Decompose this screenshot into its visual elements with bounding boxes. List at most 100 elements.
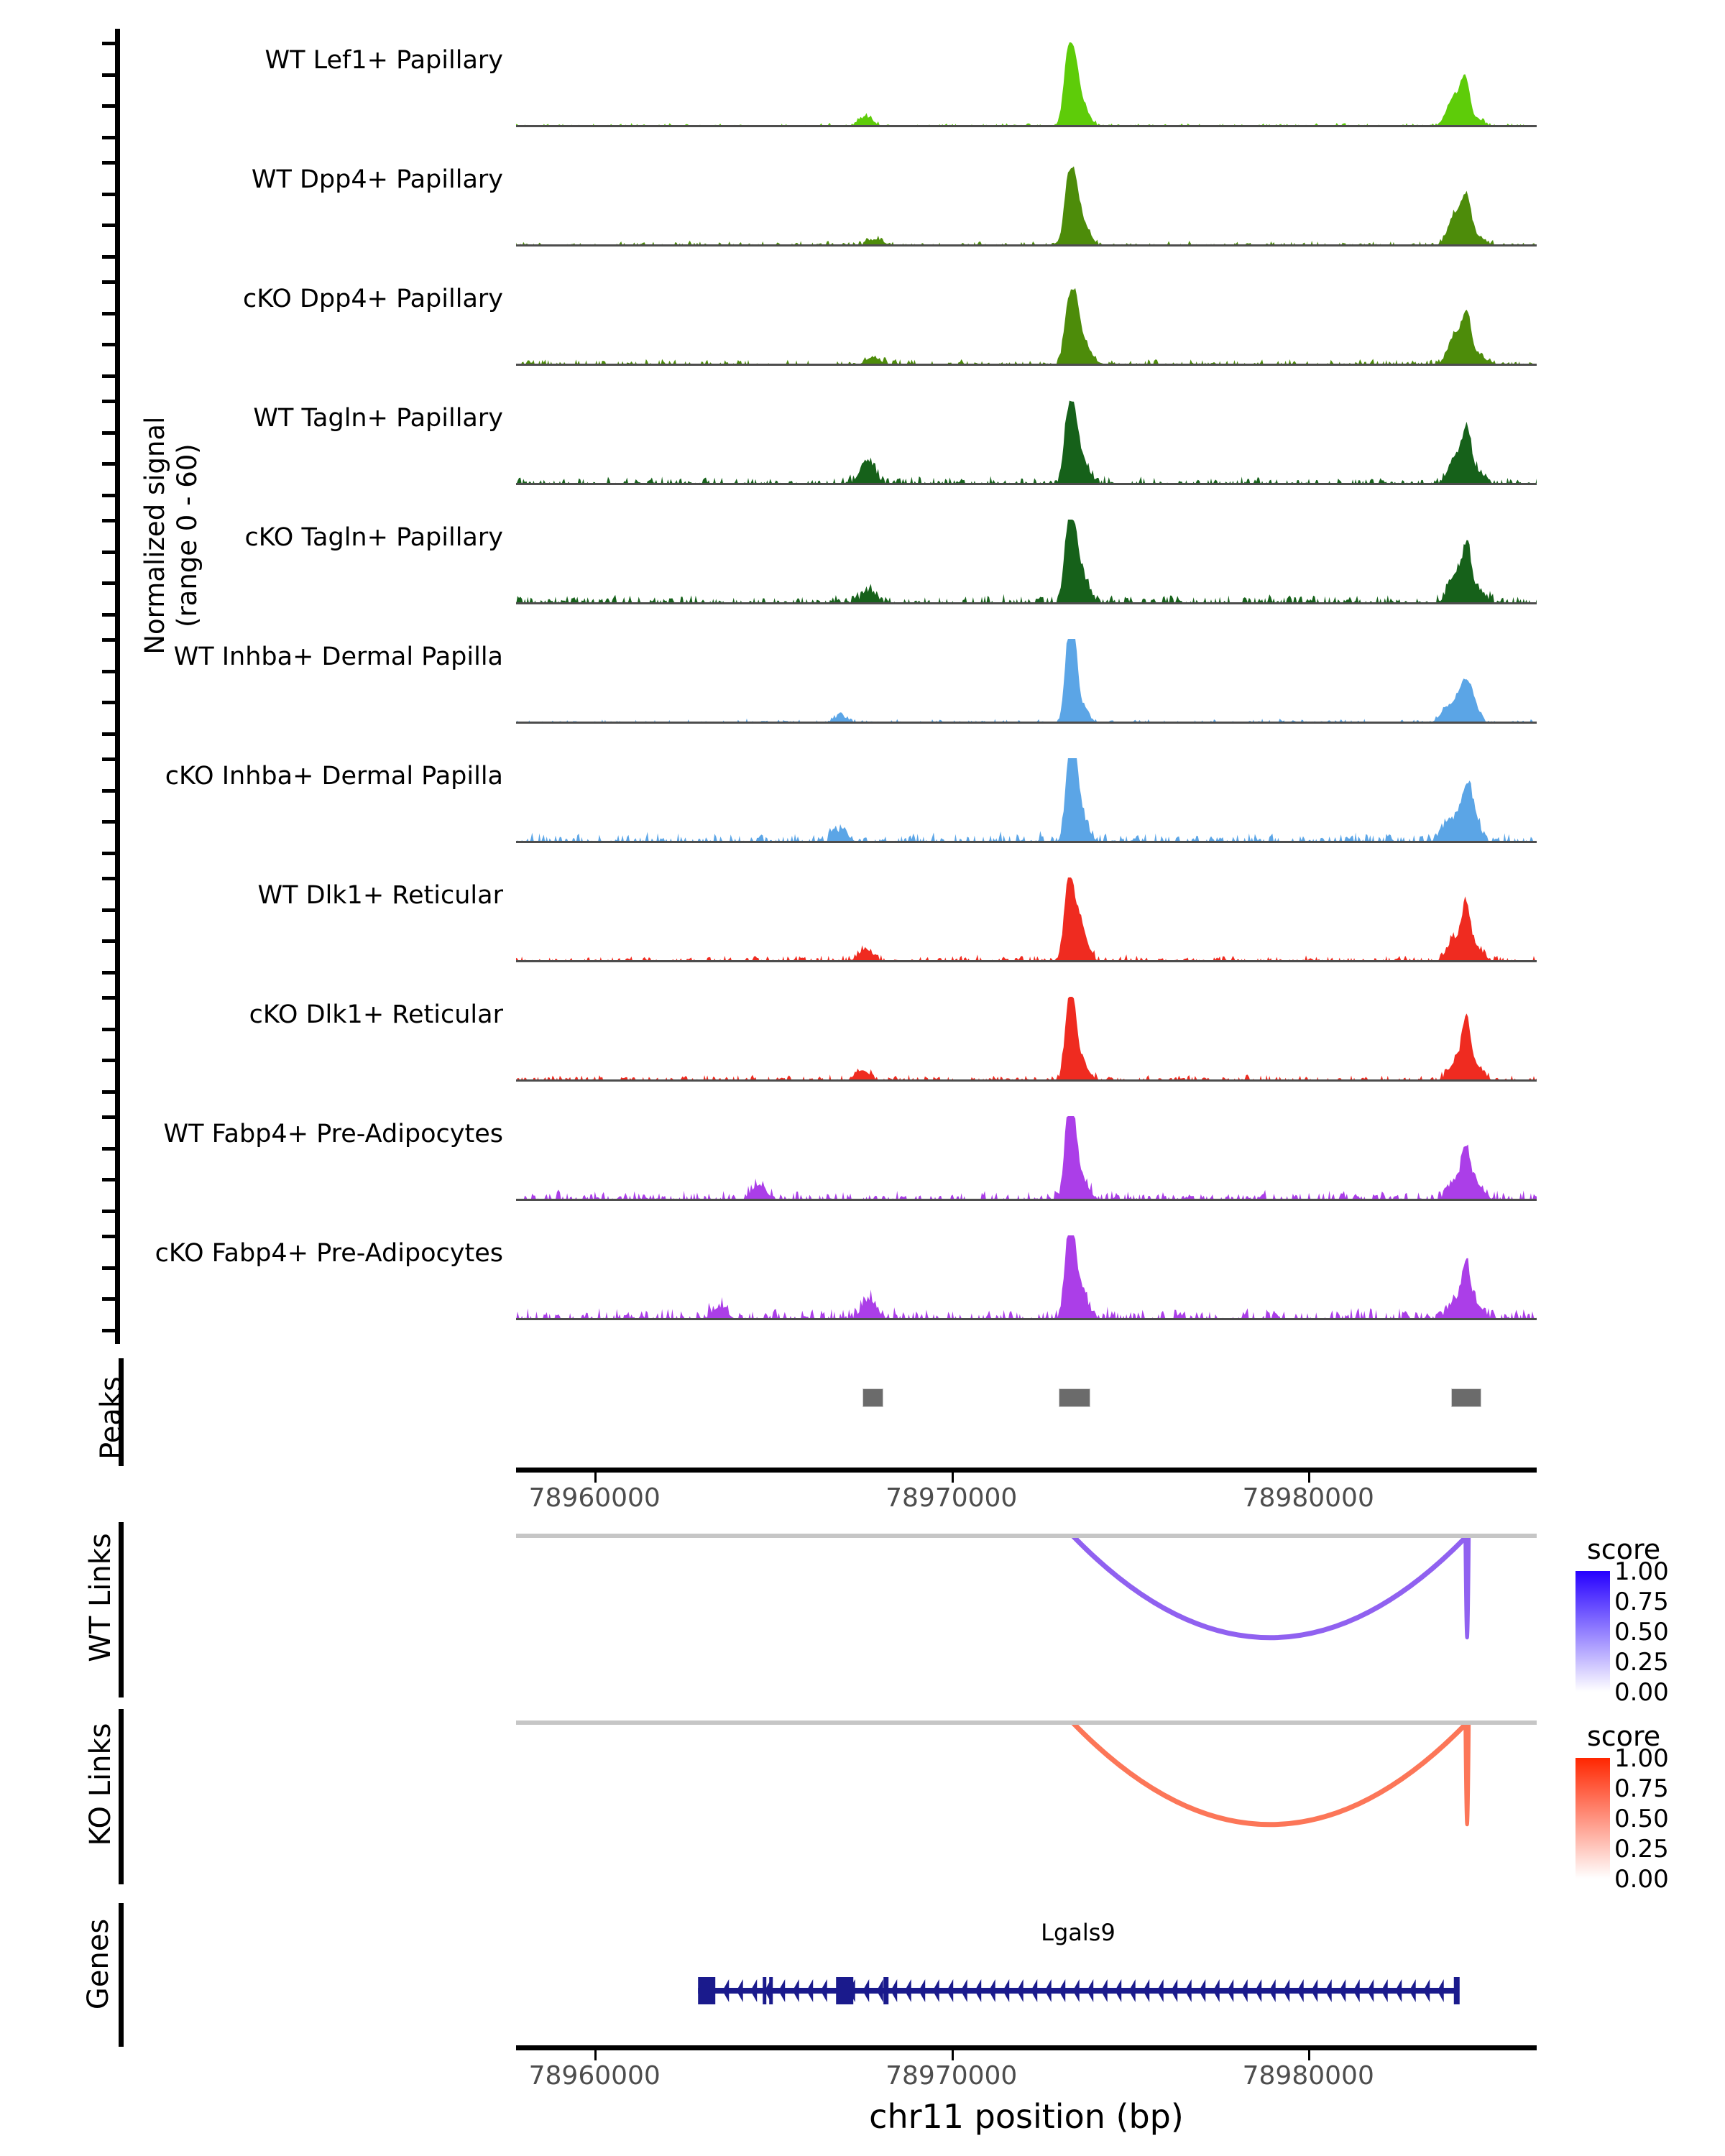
y-axis-tick: [102, 732, 115, 736]
legend-tick-label: 0.50: [1614, 1805, 1669, 1833]
ko-links-legend-title: score: [1587, 1720, 1661, 1752]
coverage-baseline: [516, 483, 1537, 485]
coverage-track-plot: [516, 160, 1537, 247]
coverage-area: [516, 1235, 1537, 1320]
coverage-track: cKO Fabp4+ Pre-Adipocytes: [0, 1233, 1725, 1353]
coverage-area: [516, 758, 1537, 843]
coverage-track-plot: [516, 875, 1537, 962]
coverage-area: [516, 287, 1537, 366]
y-axis-tick: [102, 343, 115, 347]
y-axis-tick: [102, 254, 115, 259]
gene-strand-arrow-left-icon: [778, 1979, 786, 2002]
x-axis-label: chr11 position (bp): [869, 2097, 1184, 2136]
y-axis-tick: [102, 42, 115, 45]
gene-strand-arrow-left-icon: [820, 1979, 827, 2002]
gene-strand-arrow-left-icon: [834, 1979, 842, 2002]
y-axis-tick: [102, 908, 115, 912]
coverage-track: cKO Tagln+ Papillary: [0, 517, 1725, 637]
coverage-track-plot: [516, 40, 1537, 127]
axis-line-lower: [516, 2045, 1537, 2050]
coverage-area: [516, 1116, 1537, 1201]
gene-strand-arrow-left-icon: [1269, 1979, 1276, 2002]
wt-links-label: WT Links: [84, 1533, 117, 1662]
coverage-track-label: cKO Inhba+ Dermal Papilla: [165, 762, 503, 791]
legend-tick-label: 0.00: [1614, 1678, 1669, 1707]
gene-strand-arrow-left-icon: [1016, 1979, 1024, 2002]
axis-tick-label: 78960000: [528, 1483, 661, 1513]
wt-links-axis-spine: [119, 1522, 124, 1697]
y-axis-tick: [102, 1146, 115, 1151]
gene-strand-arrow-left-icon: [891, 1979, 898, 2002]
gene-strand-arrow-left-icon: [1143, 1979, 1150, 2002]
gene-strand-arrow-left-icon: [1128, 1979, 1136, 2002]
y-axis-tick: [102, 1115, 115, 1119]
ko-links-arcs: [1071, 1720, 1471, 1828]
ko-links-panel: KO Links score 1.00 0.75 0.50 0.25 0.00: [0, 1703, 1725, 1892]
ko-links-legend-ticks: 1.00 0.75 0.50 0.25 0.00: [1614, 1746, 1669, 1897]
y-axis-tick: [102, 851, 115, 855]
gene-strand-arrow-left-icon: [736, 1979, 743, 2002]
peak-region: [1058, 1388, 1091, 1407]
axis-tick: [951, 1473, 954, 1483]
coverage-area: [516, 42, 1537, 127]
genes-panel: Genes Lgals9: [0, 1897, 1725, 2055]
y-axis-tick: [102, 462, 115, 466]
gene-strand-arrow-left-icon: [947, 1979, 954, 2002]
y-axis-tick: [102, 1235, 115, 1238]
coverage-track-label: cKO Tagln+ Papillary: [244, 523, 504, 552]
gene-exon: [883, 1977, 889, 2004]
coverage-area: [516, 520, 1537, 604]
gene-strand-arrow-left-icon: [932, 1979, 939, 2002]
y-axis-tick: [102, 311, 115, 315]
coverage-track: cKO Inhba+ Dermal Papilla: [0, 756, 1725, 875]
wt-links-legend: score 1.00 0.75 0.50 0.25 0.00: [1561, 1534, 1725, 1705]
wt-links-panel: WT Links score 1.00 0.75 0.50 0.25 0.00: [0, 1516, 1725, 1705]
y-axis-tick: [102, 877, 115, 880]
coverage-track-label: WT Tagln+ Papillary: [253, 404, 503, 433]
y-axis-tick: [102, 1059, 115, 1063]
wt-links-legend-gradient: [1576, 1571, 1610, 1692]
wt-links-arcs: [1071, 1534, 1471, 1641]
gene-strand-arrow-left-icon: [1213, 1979, 1220, 2002]
axis-tick: [1308, 2050, 1311, 2060]
coverage-track: WT Fabp4+ Pre-Adipocytes: [0, 1114, 1725, 1233]
coverage-track-plot: [516, 279, 1537, 366]
gene-strand-arrow-left-icon: [1423, 1979, 1430, 2002]
wt-links-legend-ticks: 1.00 0.75 0.50 0.25 0.00: [1614, 1560, 1669, 1710]
coverage-track: cKO Dlk1+ Reticular: [0, 995, 1725, 1114]
y-axis-tick: [102, 73, 115, 77]
wt-links-top-rule: [516, 1534, 1537, 1538]
gene-strand-arrow-left-icon: [1087, 1979, 1094, 2002]
genomic-axis-lower: 78960000 78970000 78980000 chr11 position …: [516, 2045, 1537, 2146]
gene-strand-arrow-left-icon: [1184, 1979, 1192, 2002]
coverage-track-label: cKO Fabp4+ Pre-Adipocytes: [155, 1239, 503, 1268]
coverage-track: WT Tagln+ Papillary: [0, 398, 1725, 517]
gene-strand-arrow-left-icon: [1003, 1979, 1010, 2002]
gene-strand-arrow-left-icon: [1437, 1979, 1444, 2002]
coverage-track-plot: [516, 398, 1537, 485]
peak-region: [862, 1388, 884, 1407]
coverage-track-plot: [516, 517, 1537, 604]
y-axis-tick: [102, 701, 115, 705]
y-axis-tick: [102, 374, 115, 378]
gene-strand-arrow-left-icon: [806, 1979, 814, 2002]
gene-strand-arrow-left-icon: [1227, 1979, 1234, 2002]
y-axis-tick: [102, 820, 115, 824]
coverage-track-label: WT Inhba+ Dermal Papilla: [173, 642, 503, 671]
ko-links-plot: [516, 1703, 1537, 1890]
gene-strand-arrow-left-icon: [1311, 1979, 1318, 2002]
axis-tick-label: 78970000: [886, 1483, 1018, 1513]
y-axis-tick: [102, 280, 115, 284]
gene-strand-arrow-left-icon: [862, 1979, 870, 2002]
gene-exon: [701, 1977, 706, 2004]
coverage-baseline: [516, 1079, 1537, 1082]
ko-links-axis-spine: [119, 1709, 124, 1884]
y-axis-tick: [102, 612, 115, 617]
gene-strand-arrow-left-icon: [792, 1979, 799, 2002]
gene-strand-arrow-left-icon: [764, 1979, 771, 2002]
y-axis-tick: [102, 970, 115, 975]
coverage-track: WT Dlk1+ Reticular: [0, 875, 1725, 995]
genes-track-label: Genes: [82, 1918, 115, 2010]
legend-tick-label: 1.00: [1614, 1557, 1669, 1586]
coverage-track: cKO Dpp4+ Papillary: [0, 279, 1725, 398]
